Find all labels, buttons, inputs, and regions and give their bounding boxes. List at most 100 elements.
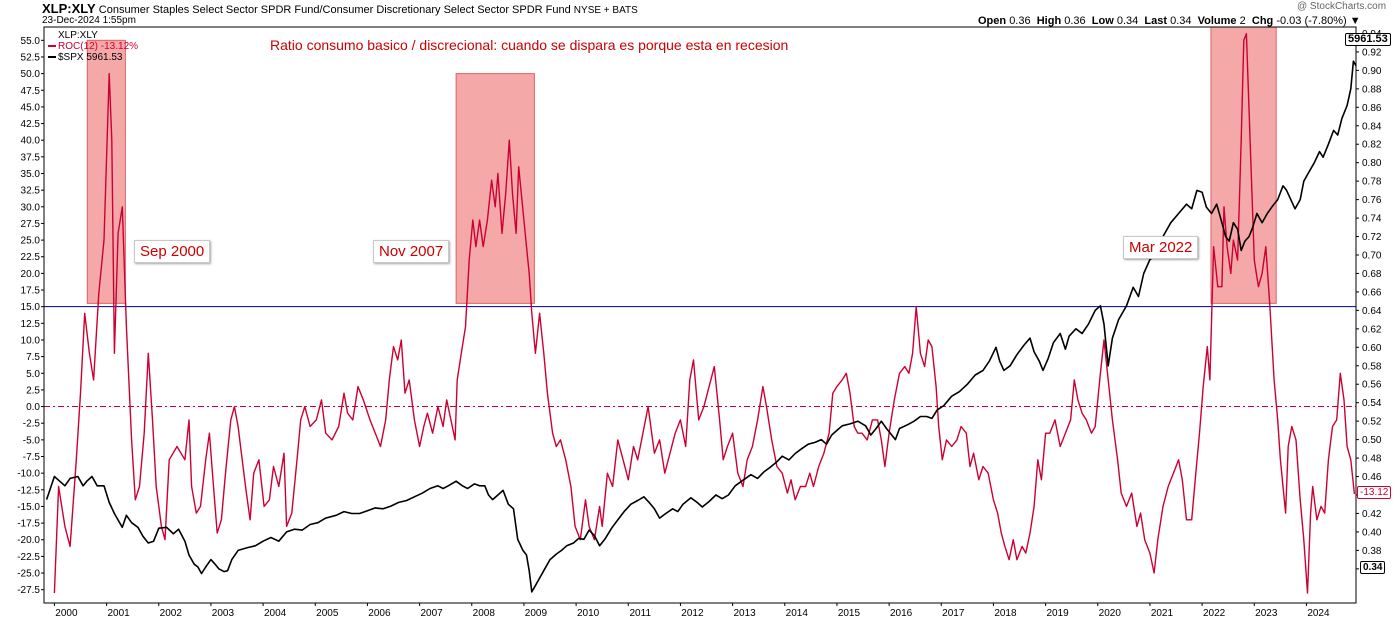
x-axis-label: 2015 — [838, 608, 861, 619]
series-lines — [45, 33, 1357, 594]
left-axis-label: 30.0 — [21, 202, 41, 213]
x-axis-label: 2006 — [368, 608, 391, 619]
x-axis-label: 2000 — [55, 608, 78, 619]
ohlc-value: 0.36 — [1009, 15, 1031, 27]
x-axis-label: 2018 — [994, 608, 1017, 619]
legend-roc: ROC(12) -13.12% — [48, 41, 138, 52]
right-axis-label: 0.88 — [1362, 84, 1382, 95]
ohlc-value: 2 — [1239, 15, 1246, 27]
x-axis-label: 2012 — [681, 608, 704, 619]
legend-spx: $SPX 5961.53 — [48, 52, 138, 63]
left-axis-label: -27.5 — [17, 585, 40, 596]
x-axis-label: 2020 — [1099, 608, 1122, 619]
spx-last-tag: 5961.53 — [1345, 33, 1391, 46]
left-axis-label: 25.0 — [21, 236, 41, 247]
left-axis-label: -10.0 — [17, 469, 40, 480]
right-axis-label: 0.84 — [1362, 121, 1382, 132]
x-axis-label: 2009 — [525, 608, 548, 619]
right-axis-label: 0.62 — [1362, 324, 1382, 335]
chg-down-arrow-icon: ▼ — [1349, 15, 1361, 27]
left-axis-label: 17.5 — [21, 286, 41, 297]
ohlc-value: -0.03 (-7.80%) — [1276, 15, 1347, 27]
x-axis-label: 2003 — [212, 608, 235, 619]
right-axis-label: 0.90 — [1362, 66, 1382, 77]
x-axis-label: 2011 — [630, 608, 652, 619]
left-axis-label: -2.5 — [23, 419, 41, 430]
right-axis-label: 0.64 — [1362, 306, 1382, 317]
x-axis-label: 2007 — [420, 608, 443, 619]
x-axis-labels: 2000 2001 2002 2003 2004 2005 2006 2007 2008 2009… — [53, 603, 1330, 619]
left-axis-label: -22.5 — [17, 552, 40, 563]
left-axis-label: -7.5 — [23, 452, 41, 463]
right-axis-label: 0.38 — [1362, 546, 1382, 557]
right-axis-label: 0.42 — [1362, 509, 1382, 520]
left-axis-label: 45.0 — [21, 102, 41, 113]
left-axis-label: -15.0 — [17, 502, 40, 513]
legend-main: XLP:XLY — [48, 30, 138, 41]
x-axis-label: 2019 — [1046, 608, 1069, 619]
right-axis-label: 0.86 — [1362, 103, 1382, 114]
x-axis-label: 2013 — [733, 608, 756, 619]
left-axis-label: 52.5 — [21, 52, 41, 63]
recession-highlight-2 — [455, 73, 535, 304]
ohlc-value: 0.34 — [1116, 15, 1139, 27]
x-axis-label: 2022 — [1203, 608, 1226, 619]
left-axis-label: 37.5 — [21, 152, 41, 163]
left-axis-label: 5.0 — [26, 369, 40, 380]
ohlc-label: Last — [1144, 15, 1168, 27]
x-axis-label: 2004 — [264, 608, 287, 619]
x-axis-label: 2014 — [786, 608, 809, 619]
left-axis-label: 40.0 — [21, 136, 41, 147]
exchange: NYSE + BATS — [573, 5, 638, 16]
annotation-mar-2022: Mar 2022 — [1123, 236, 1199, 259]
recession-highlights — [86, 26, 1277, 304]
left-axis-label: 12.5 — [21, 319, 41, 330]
left-axis-label: -12.5 — [17, 485, 40, 496]
left-axis-label: 22.5 — [21, 252, 41, 263]
left-axis-label: -17.5 — [17, 519, 40, 530]
left-axis-label: 10.0 — [21, 335, 41, 346]
right-axis-label: 0.52 — [1362, 417, 1382, 428]
x-axis-label: 2010 — [577, 608, 600, 619]
left-axis-label: 42.5 — [21, 119, 41, 130]
symbol-name: Consumer Staples Select Sector SPDR Fund… — [98, 4, 571, 16]
x-axis-label: 2017 — [942, 608, 965, 619]
right-axis-label: 0.50 — [1362, 435, 1382, 446]
legend: XLP:XLY ROC(12) -13.12% $SPX 5961.53 — [48, 30, 138, 63]
x-axis-label: 2002 — [160, 608, 183, 619]
symbol: XLP:XLY — [42, 1, 96, 16]
ohlc-value: 0.36 — [1064, 15, 1086, 27]
left-axis-labels: 55.0 52.5 50.0 47.5 45.0 42.5 40.0 37.5 35.0 32.5… — [17, 36, 44, 596]
left-axis-label: 0.0 — [26, 402, 40, 413]
ohlc-label: Low — [1091, 15, 1114, 27]
chart-note: Ratio consumo basico / discrecional: cua… — [270, 37, 789, 53]
left-axis-label: 47.5 — [21, 86, 41, 97]
annotation-sep-2000: Sep 2000 — [134, 240, 211, 263]
right-axis-label: 0.54 — [1362, 398, 1382, 409]
right-axis-label: 0.66 — [1362, 287, 1382, 298]
ohlc-label: Open — [978, 15, 1007, 27]
left-axis-label: 27.5 — [21, 219, 41, 230]
right-axis-label: 0.72 — [1362, 232, 1382, 243]
left-axis-label: 35.0 — [21, 169, 41, 180]
x-axis-label: 2001 — [107, 608, 130, 619]
right-axis-label: 0.60 — [1362, 343, 1382, 354]
left-axis-label: 20.0 — [21, 269, 41, 280]
left-axis-label: -25.0 — [17, 569, 40, 580]
left-axis-label: 50.0 — [21, 69, 41, 80]
annotation-nov-2007: Nov 2007 — [373, 240, 450, 263]
right-axis-label: 0.40 — [1362, 527, 1382, 538]
legend-main-label: XLP:XLY — [58, 30, 98, 41]
right-axis-label: 0.70 — [1362, 251, 1382, 262]
left-axis-label: -20.0 — [17, 535, 40, 546]
right-axis-label: 0.76 — [1362, 195, 1382, 206]
right-axis-label: 0.58 — [1362, 361, 1382, 372]
ohlc-value: 0.34 — [1170, 15, 1192, 27]
right-axis-label: 0.82 — [1362, 140, 1382, 151]
x-axis-label: 2008 — [473, 608, 496, 619]
right-axis-label: 0.46 — [1362, 472, 1382, 483]
left-axis-label: 2.5 — [26, 385, 40, 396]
ohlc-label: Chg — [1251, 15, 1274, 27]
ohlc-bar: Open 0.36 High 0.36 Low 0.34 Last 0.34 V… — [978, 15, 1361, 27]
x-axis-label: 2023 — [1255, 608, 1278, 619]
